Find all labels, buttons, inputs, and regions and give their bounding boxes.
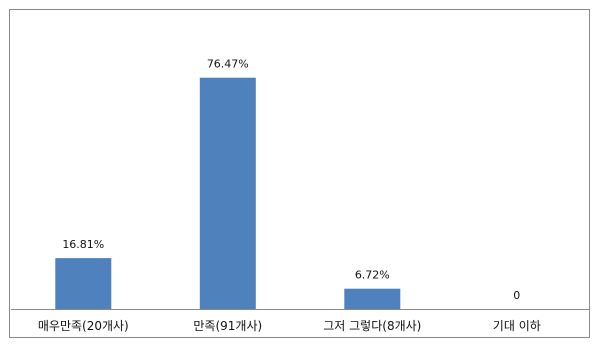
category-labels-group: 매우만족(20개사) 만족(91개사) 그저 그렇다(8개사) 기대 이하: [38, 318, 541, 333]
category-label-3: 그저 그렇다(8개사): [323, 318, 421, 333]
data-labels-group: 16.81% 76.47% 6.72% 0: [62, 58, 520, 302]
bar-1: [55, 258, 112, 309]
bar-chart: 16.81% 76.47% 6.72% 0 매우만족(20개사) 만족(91개사) 그저 …: [11, 58, 589, 333]
bars-group: [55, 77, 401, 309]
bar-2: [199, 77, 256, 309]
data-label-2: 76.47%: [207, 58, 249, 71]
data-label-4: 0: [513, 289, 520, 302]
data-label-1: 16.81%: [62, 238, 104, 251]
category-label-2: 만족(91개사): [193, 319, 262, 333]
category-label-1: 매우만족(20개사): [38, 319, 129, 333]
bar-3: [344, 288, 401, 309]
chart-frame: 16.81% 76.47% 6.72% 0 매우만족(20개사) 만족(91개사) 그저 …: [9, 9, 590, 338]
data-label-3: 6.72%: [355, 269, 390, 282]
category-label-4: 기대 이하: [493, 319, 541, 333]
